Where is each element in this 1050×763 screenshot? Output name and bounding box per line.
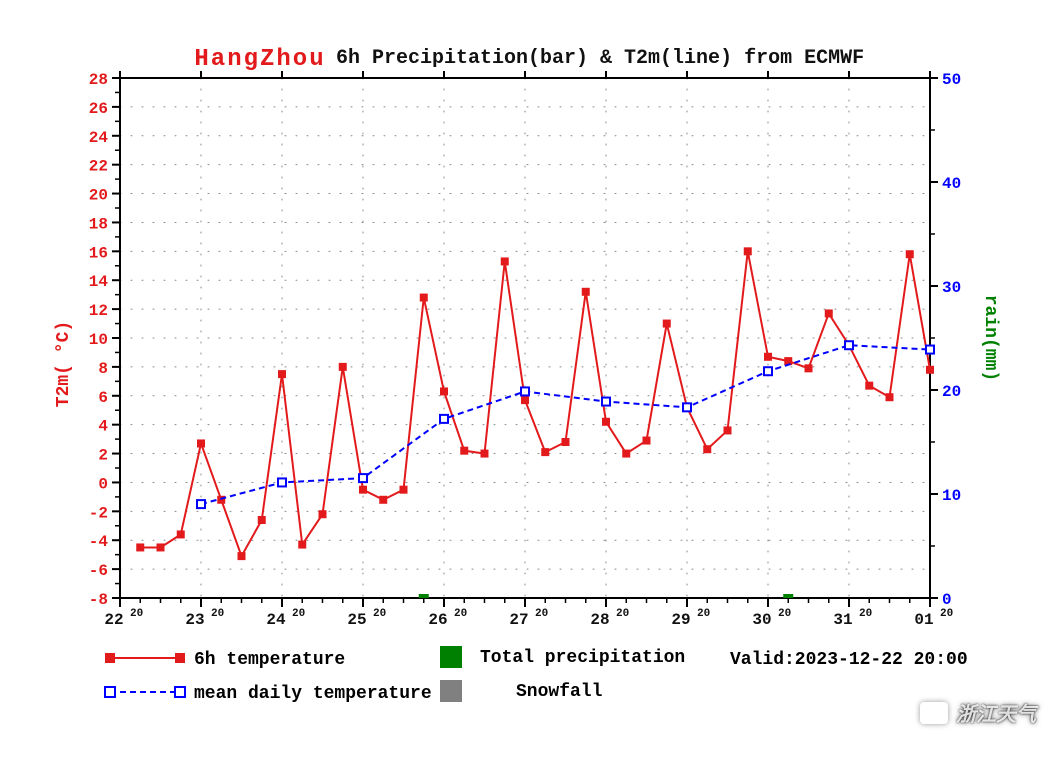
svg-text:20: 20 <box>373 608 386 620</box>
svg-text:20: 20 <box>778 608 791 620</box>
svg-text:20: 20 <box>89 187 108 205</box>
svg-text:16: 16 <box>89 244 108 262</box>
watermark: 浙江天气 <box>920 698 1036 727</box>
svg-text:20: 20 <box>292 608 305 620</box>
svg-text:20: 20 <box>535 608 548 620</box>
svg-text:-8: -8 <box>89 591 108 609</box>
svg-text:0: 0 <box>98 475 108 493</box>
svg-text:20: 20 <box>940 608 953 620</box>
svg-text:-4: -4 <box>89 533 109 551</box>
svg-text:0: 0 <box>942 591 952 609</box>
svg-text:2: 2 <box>98 447 108 465</box>
chat-icon <box>920 702 948 724</box>
chart-root: HangZhou 6h Precipitation(bar) & T2m(line… <box>0 0 1050 763</box>
svg-text:29: 29 <box>671 611 690 629</box>
svg-text:22: 22 <box>89 158 108 176</box>
svg-text:Snowfall: Snowfall <box>516 682 603 702</box>
svg-text:12: 12 <box>89 302 108 320</box>
svg-text:20: 20 <box>454 608 467 620</box>
y-axis-left-label: T2m( °C) <box>54 321 74 407</box>
svg-text:24: 24 <box>266 611 286 629</box>
svg-text:20: 20 <box>859 608 872 620</box>
svg-text:22: 22 <box>104 611 123 629</box>
svg-text:14: 14 <box>89 273 109 291</box>
watermark-text: 浙江天气 <box>956 698 1036 727</box>
y-axis-right-label: rain(mm) <box>980 295 1000 381</box>
chart-title-city: HangZhou <box>194 46 325 73</box>
svg-text:10: 10 <box>89 331 108 349</box>
svg-text:26: 26 <box>89 100 108 118</box>
svg-text:24: 24 <box>89 129 109 147</box>
svg-text:4: 4 <box>98 418 108 436</box>
chart-title-rest: 6h Precipitation(bar) & T2m(line) from E… <box>336 47 864 70</box>
svg-text:50: 50 <box>942 71 961 89</box>
svg-text:30: 30 <box>942 279 961 297</box>
svg-text:20: 20 <box>697 608 710 620</box>
svg-text:mean daily temperature: mean daily temperature <box>194 684 432 704</box>
valid-timestamp: Valid:2023-12-22 20:00 <box>730 650 968 670</box>
svg-text:23: 23 <box>185 611 204 629</box>
svg-text:25: 25 <box>347 611 366 629</box>
svg-text:20: 20 <box>942 383 961 401</box>
svg-text:27: 27 <box>509 611 528 629</box>
svg-text:20: 20 <box>211 608 224 620</box>
svg-text:30: 30 <box>752 611 771 629</box>
svg-text:31: 31 <box>833 611 852 629</box>
svg-text:Total precipitation: Total precipitation <box>480 648 685 668</box>
svg-text:6: 6 <box>98 389 108 407</box>
svg-text:28: 28 <box>89 71 108 89</box>
svg-text:-2: -2 <box>89 504 108 522</box>
svg-text:6h temperature: 6h temperature <box>194 650 345 670</box>
svg-text:8: 8 <box>98 360 108 378</box>
svg-text:-6: -6 <box>89 562 108 580</box>
svg-text:20: 20 <box>616 608 629 620</box>
svg-text:20: 20 <box>130 608 143 620</box>
svg-text:18: 18 <box>89 215 108 233</box>
svg-text:26: 26 <box>428 611 447 629</box>
svg-text:40: 40 <box>942 175 961 193</box>
chart-svg: HangZhou 6h Precipitation(bar) & T2m(line… <box>0 0 1050 763</box>
svg-text:01: 01 <box>914 611 933 629</box>
svg-text:28: 28 <box>590 611 609 629</box>
svg-text:10: 10 <box>942 487 961 505</box>
